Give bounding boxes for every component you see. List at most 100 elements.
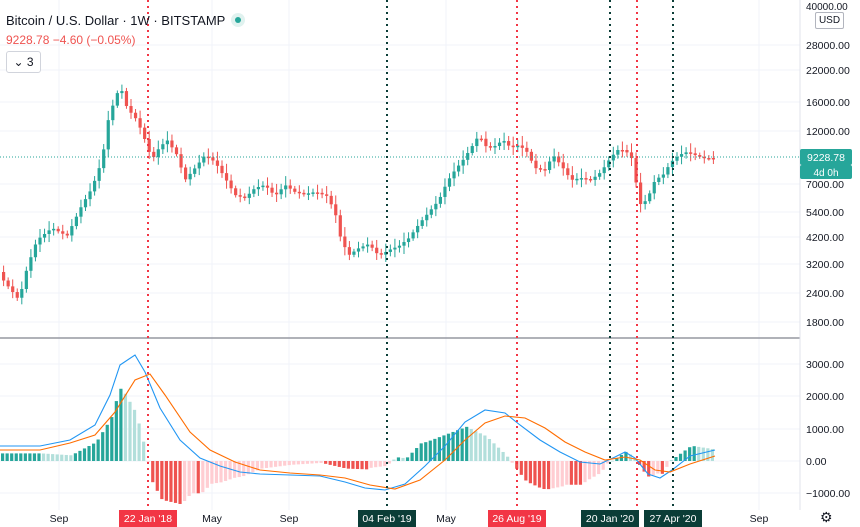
marker-date-bg	[119, 510, 177, 527]
histogram-bar	[37, 453, 41, 461]
marker-date-label: 22 Jan '18	[124, 513, 172, 525]
candle-body	[379, 253, 383, 255]
histogram-bar	[428, 440, 432, 461]
legend-toggle-button[interactable]: ⌄ 3	[6, 51, 41, 73]
histogram-bar	[415, 448, 419, 461]
histogram-bar	[142, 441, 146, 461]
histogram-bar	[692, 446, 696, 461]
time-tick-label: May	[202, 513, 223, 525]
histogram-bar	[483, 435, 487, 461]
candle-body	[247, 193, 251, 198]
candle-body	[79, 207, 83, 217]
symbol-title[interactable]: Bitcoin / U.S. Dollar · 1W · BITSTAMP	[6, 13, 246, 28]
candle-body	[165, 140, 169, 145]
histogram-bar	[73, 453, 77, 461]
histogram-bar	[506, 456, 510, 461]
candle-body	[388, 249, 392, 252]
candle-body	[152, 151, 156, 158]
histogram-bar	[433, 438, 437, 461]
histogram-bar	[578, 461, 583, 485]
candle-body	[634, 158, 638, 183]
histogram-bar	[501, 451, 505, 461]
price-tick-label: 12000.00	[806, 126, 850, 138]
histogram-bar	[565, 461, 569, 485]
histogram-bar	[269, 461, 273, 468]
histogram-bar	[233, 461, 237, 478]
histogram-bar	[460, 428, 464, 461]
candle-body	[170, 140, 174, 148]
histogram-bar	[647, 461, 651, 477]
candle-body	[702, 156, 706, 159]
candle-body	[711, 158, 715, 160]
candle-body	[584, 178, 588, 180]
candle-body	[607, 160, 611, 168]
time-tick-label: Sep	[50, 513, 69, 525]
candle-body	[593, 176, 597, 180]
candle-body	[211, 157, 215, 161]
candle-body	[397, 245, 402, 248]
candle-body	[479, 138, 483, 141]
candle-body	[693, 153, 697, 156]
histogram-bar	[155, 461, 159, 491]
candle-body	[416, 225, 420, 233]
chevron-down-icon: ⌄	[13, 55, 24, 69]
candle-body	[425, 214, 429, 221]
candle-body	[598, 173, 602, 177]
marker-date-bg	[358, 510, 416, 527]
histogram-bar	[615, 457, 619, 461]
candle-body	[202, 156, 206, 163]
histogram-bar	[296, 461, 300, 465]
price-tick-label: 16000.00	[806, 97, 850, 109]
histogram-bar	[551, 461, 555, 489]
histogram-bar	[446, 433, 451, 461]
candle-body	[666, 167, 670, 175]
candle-body	[143, 127, 147, 139]
currency-button[interactable]: USD	[815, 12, 844, 29]
macd-axis[interactable]: 3000.00 2000.00 1000.00 0.00 −1000.00	[806, 359, 850, 500]
candle-body	[657, 177, 661, 182]
candle-body	[270, 187, 274, 193]
histogram-bar	[151, 461, 155, 483]
candle-body	[124, 91, 129, 107]
candle-body	[206, 156, 210, 159]
histogram-bar	[255, 461, 259, 471]
candle-body	[557, 156, 561, 163]
histogram-bar	[96, 439, 100, 461]
price-axis[interactable]: 28000.00 22000.00 16000.00 12000.00 7000.00 5…	[806, 2, 850, 329]
histogram-bar	[706, 448, 710, 461]
histogram-bar	[101, 432, 105, 461]
candle-body	[320, 192, 324, 195]
histogram-bar	[183, 461, 187, 502]
histogram-bar	[287, 461, 291, 466]
gear-icon[interactable]: ⚙	[820, 509, 833, 525]
histogram-bar	[360, 461, 364, 470]
histogram-bar	[710, 448, 714, 461]
candle-body	[284, 185, 288, 190]
candle-body	[329, 195, 333, 205]
histogram-bar	[160, 461, 164, 500]
time-tick-label: May	[436, 513, 457, 525]
time-axis[interactable]: Sep May Sep May Sep	[50, 513, 769, 525]
histogram-bar	[51, 454, 55, 461]
histogram-bar	[110, 417, 114, 461]
candle-body	[452, 171, 456, 179]
candle-body	[52, 228, 56, 231]
histogram-bar	[401, 457, 405, 461]
candle-body	[188, 173, 192, 180]
histogram-bar	[46, 453, 50, 461]
histogram-bar	[515, 461, 519, 469]
candle-body	[361, 246, 365, 249]
candle-body	[138, 118, 142, 128]
histogram-bar	[537, 461, 542, 488]
histogram-bar	[319, 461, 323, 463]
candle-body	[111, 105, 115, 121]
histogram-bar	[510, 461, 514, 463]
histogram-bar	[210, 461, 214, 484]
candle-body	[234, 188, 238, 196]
histogram-bar	[674, 456, 678, 461]
candle-body	[65, 233, 69, 236]
candle-body	[275, 192, 279, 195]
price-tick-label: 7000.00	[806, 179, 844, 191]
candle-body	[224, 173, 229, 181]
